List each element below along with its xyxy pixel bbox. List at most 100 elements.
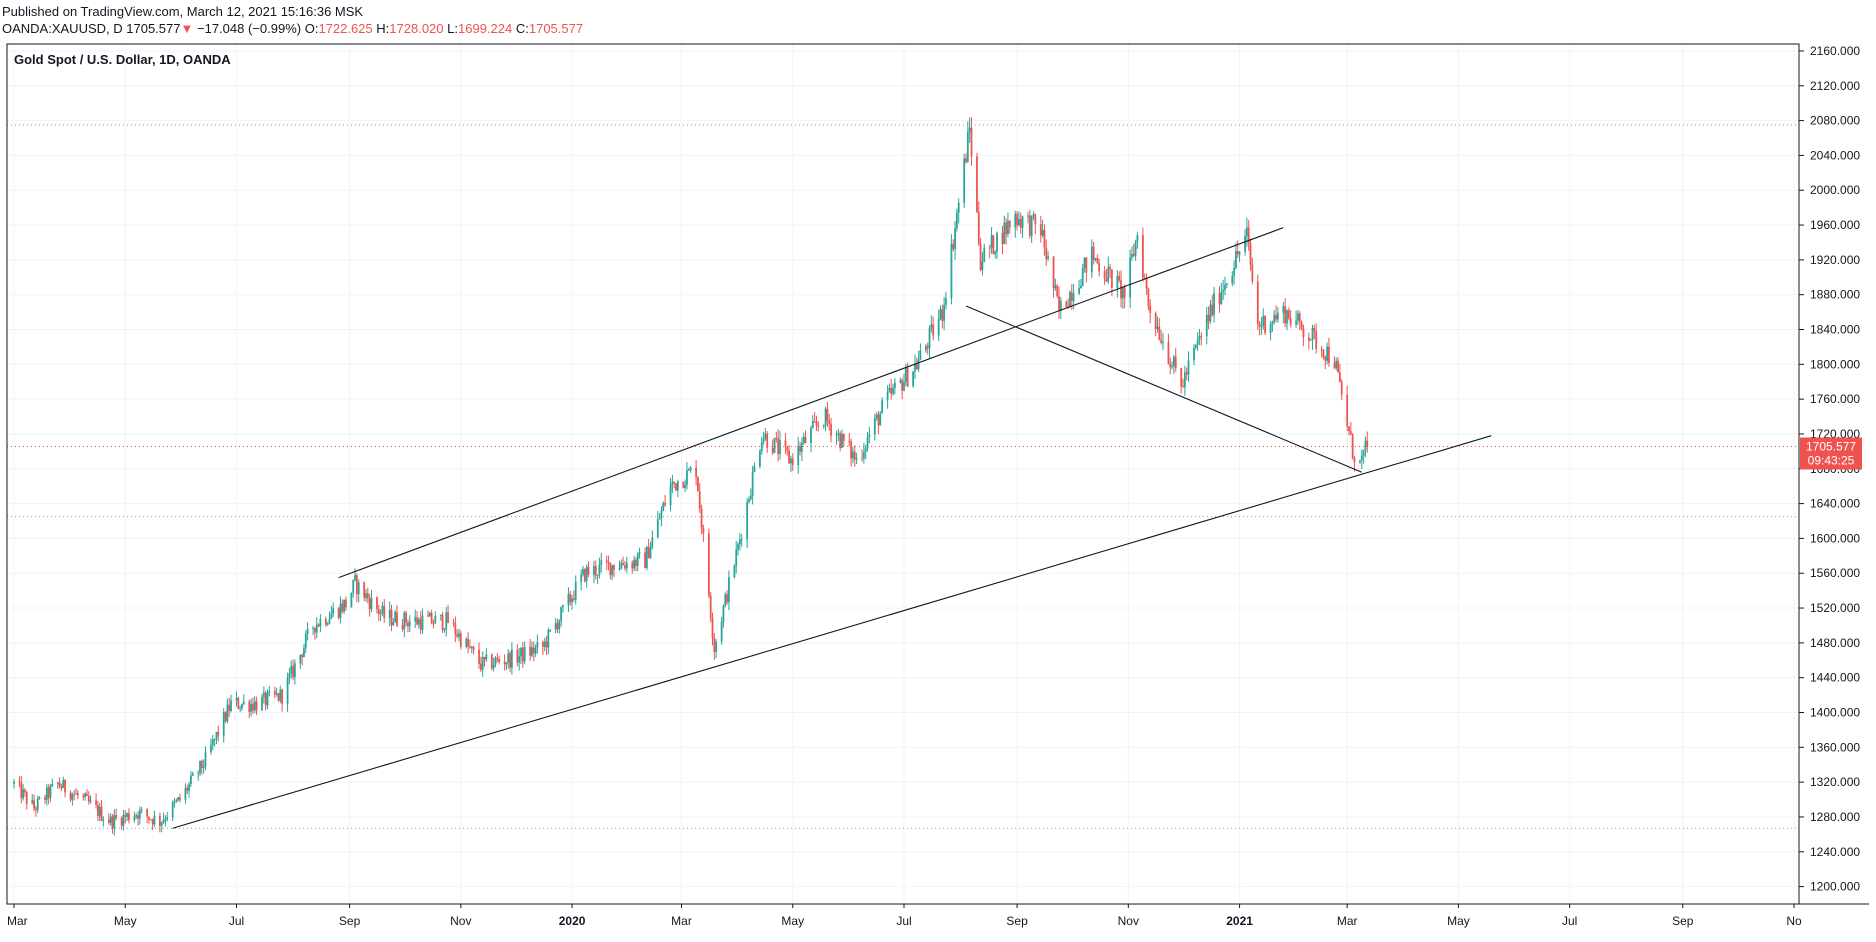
candle[interactable] <box>419 611 422 635</box>
candle[interactable] <box>483 656 486 667</box>
candle[interactable] <box>1320 345 1323 358</box>
price-axis[interactable]: 1200.000 1240.000 1280.000 1320.000 1360.000… <box>1799 44 1860 894</box>
candle[interactable] <box>472 645 475 655</box>
candle[interactable] <box>1282 302 1285 324</box>
candle[interactable] <box>764 428 767 441</box>
candle[interactable] <box>122 809 125 831</box>
candle[interactable] <box>541 640 544 656</box>
candle[interactable] <box>924 343 927 353</box>
candle[interactable] <box>1001 226 1004 255</box>
candle[interactable] <box>1027 212 1029 224</box>
candle[interactable] <box>109 813 112 826</box>
candle[interactable] <box>1145 273 1148 295</box>
candle[interactable] <box>636 552 639 572</box>
candle[interactable] <box>1258 320 1261 336</box>
candle[interactable] <box>408 615 411 632</box>
candle[interactable] <box>560 606 563 627</box>
candle[interactable] <box>266 689 269 710</box>
candle[interactable] <box>1224 276 1226 296</box>
candle[interactable] <box>926 342 929 355</box>
candle[interactable] <box>1245 217 1248 247</box>
candle[interactable] <box>1218 286 1221 313</box>
candle[interactable] <box>800 437 803 462</box>
candle[interactable] <box>239 705 242 713</box>
candle[interactable] <box>992 234 995 255</box>
candle[interactable] <box>275 687 278 697</box>
candle[interactable] <box>64 778 66 798</box>
candle[interactable] <box>454 616 457 643</box>
candle[interactable] <box>1300 320 1303 331</box>
candle[interactable] <box>341 599 344 614</box>
candle[interactable] <box>1200 332 1203 346</box>
candle[interactable] <box>1078 279 1080 296</box>
candle[interactable] <box>939 305 942 321</box>
candle[interactable] <box>281 688 283 712</box>
candle[interactable] <box>1090 239 1093 279</box>
candle[interactable] <box>1116 270 1119 298</box>
candle[interactable] <box>749 488 752 501</box>
candle[interactable] <box>875 412 878 421</box>
candle[interactable] <box>983 243 986 263</box>
candle[interactable] <box>479 656 482 673</box>
candle[interactable] <box>1008 220 1011 234</box>
candle[interactable] <box>200 759 203 775</box>
candle[interactable] <box>352 579 355 598</box>
candle[interactable] <box>684 479 687 492</box>
candle[interactable] <box>1085 257 1088 283</box>
candle[interactable] <box>277 693 280 702</box>
candle[interactable] <box>1351 432 1354 460</box>
candle[interactable] <box>877 411 880 435</box>
candle[interactable] <box>1180 368 1183 394</box>
candle[interactable] <box>510 642 513 675</box>
candle[interactable] <box>1131 246 1133 261</box>
candle[interactable] <box>252 697 254 715</box>
candle[interactable] <box>293 659 296 685</box>
candle[interactable] <box>49 783 52 802</box>
candle[interactable] <box>968 117 971 143</box>
candle[interactable] <box>1333 356 1336 370</box>
trendline[interactable] <box>172 435 1492 829</box>
candle[interactable] <box>350 592 353 608</box>
candle[interactable] <box>1080 278 1082 289</box>
candle[interactable] <box>366 587 369 604</box>
candle[interactable] <box>531 641 533 658</box>
candle[interactable] <box>963 153 966 208</box>
candle[interactable] <box>120 816 123 830</box>
candle[interactable] <box>377 604 380 621</box>
candle[interactable] <box>102 816 105 827</box>
candle[interactable] <box>1207 306 1210 330</box>
candle[interactable] <box>841 429 843 449</box>
candle[interactable] <box>162 812 165 824</box>
candle[interactable] <box>1231 271 1234 287</box>
candle[interactable] <box>304 630 307 653</box>
candle[interactable] <box>839 431 842 452</box>
candle[interactable] <box>235 691 238 707</box>
candle[interactable] <box>748 496 750 504</box>
candle[interactable] <box>912 370 915 388</box>
candle[interactable] <box>638 547 641 559</box>
trendlines[interactable] <box>172 227 1492 829</box>
candle[interactable] <box>186 784 189 795</box>
candle[interactable] <box>569 590 572 606</box>
candle[interactable] <box>230 694 232 713</box>
candle[interactable] <box>76 789 79 800</box>
candle[interactable] <box>1360 449 1363 469</box>
candle[interactable] <box>146 808 149 823</box>
candle[interactable] <box>427 610 429 617</box>
candle[interactable] <box>86 789 88 796</box>
candle[interactable] <box>660 506 663 527</box>
candle[interactable] <box>405 610 408 627</box>
candle[interactable] <box>726 590 728 605</box>
candle[interactable] <box>786 446 789 456</box>
candle[interactable] <box>89 795 92 804</box>
candle[interactable] <box>1196 332 1199 351</box>
candle[interactable] <box>777 429 780 462</box>
candle[interactable] <box>735 540 738 574</box>
candle[interactable] <box>1083 257 1086 273</box>
candle[interactable] <box>1289 309 1292 328</box>
candle[interactable] <box>1132 243 1135 258</box>
candle[interactable] <box>594 560 597 580</box>
candle[interactable] <box>98 802 101 822</box>
candle[interactable] <box>899 377 902 384</box>
candle[interactable] <box>332 602 335 618</box>
